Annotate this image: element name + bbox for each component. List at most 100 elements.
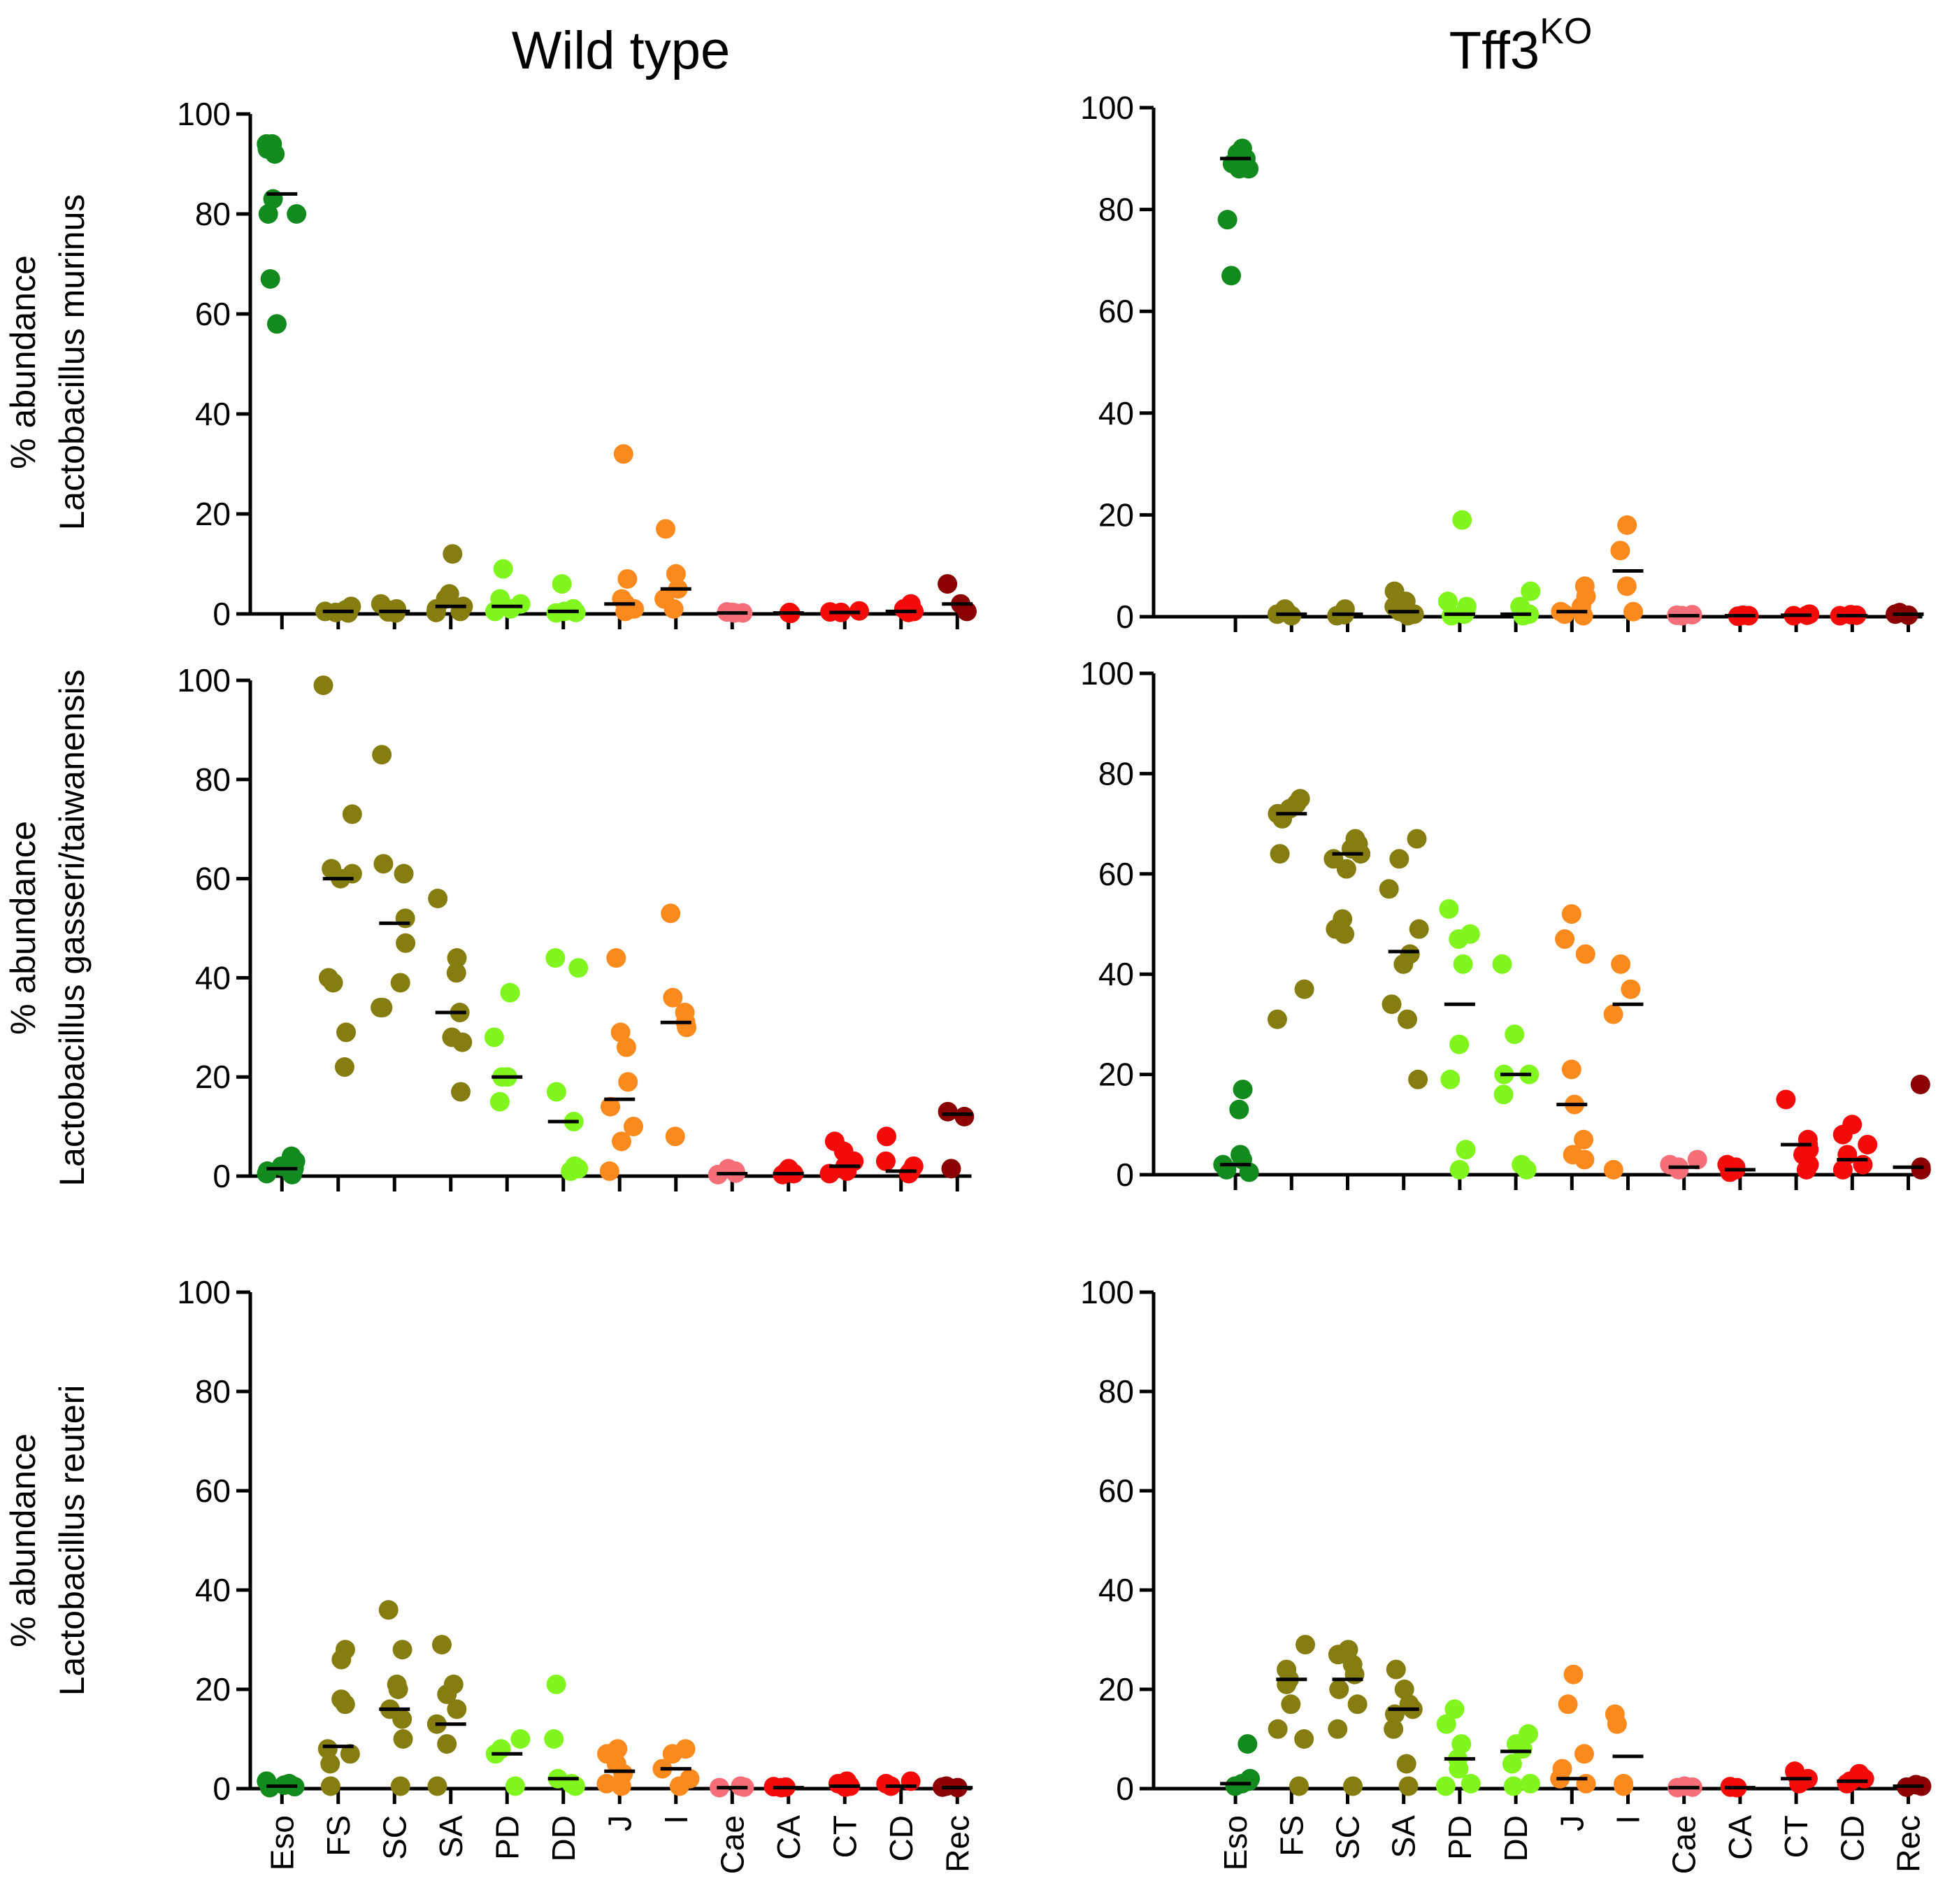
point-i: [1617, 515, 1637, 535]
point-pd: [505, 1776, 525, 1796]
point-i: [663, 599, 684, 619]
x-tick-label-eso: Eso: [1217, 1815, 1254, 1870]
title-tff3ko-base: Tff3: [1449, 21, 1540, 80]
x-tick-label-sa: SA: [433, 1815, 469, 1859]
point-ct: [1776, 1089, 1796, 1110]
x-tick-label-sc: SC: [376, 1815, 412, 1860]
point-j: [1555, 929, 1575, 950]
point-cd: [900, 1771, 921, 1791]
x-tick-label-j: J: [1553, 1815, 1590, 1831]
point-dd: [1512, 1739, 1533, 1759]
point-dd: [545, 948, 566, 968]
point-pd: [500, 982, 520, 1003]
point-sa: [452, 1032, 473, 1052]
y-tick-label: 20: [1098, 1057, 1134, 1093]
point-pd: [510, 1729, 531, 1749]
point-sc: [392, 1709, 412, 1729]
point-sc: [1328, 1719, 1348, 1739]
point-dd: [1505, 1024, 1525, 1045]
point-rec: [938, 574, 958, 594]
x-tick-label-dd: DD: [545, 1815, 582, 1861]
point-j: [1573, 606, 1593, 626]
y-tick-label: 60: [195, 861, 231, 897]
point-dd: [1503, 1776, 1523, 1796]
y-tick-label: 20: [195, 1059, 231, 1095]
y-tick-label: 0: [1116, 1770, 1134, 1807]
point-fs: [331, 1649, 352, 1670]
point-i: [1607, 1714, 1627, 1734]
point-i: [656, 519, 676, 539]
point-sa: [1398, 1009, 1418, 1029]
point-cae: [1687, 1150, 1707, 1170]
point-sa: [446, 963, 466, 983]
point-dd: [552, 574, 572, 594]
y-axis-label-line2: Lactobacillus gasseri/taiwanensis: [52, 669, 92, 1186]
x-tick-label-rec: Rec: [1890, 1815, 1927, 1873]
point-sc: [1336, 859, 1356, 879]
point-eso: [1233, 1080, 1253, 1100]
point-sa: [1408, 1069, 1428, 1089]
panel-wt-gasseri: 0 20 40 60 80 100 % abundance Lactobacillus gas…: [3, 662, 975, 1194]
point-ct: [837, 1161, 857, 1181]
x-tick-label-dd: DD: [1498, 1815, 1534, 1861]
y-tick-label: 80: [1098, 755, 1134, 792]
point-i: [677, 1017, 697, 1038]
point-j: [615, 601, 636, 622]
point-fs: [334, 1057, 354, 1078]
point-sc: [1329, 1680, 1349, 1699]
point-ct: [1789, 1773, 1809, 1794]
point-j: [618, 1072, 638, 1092]
point-j: [1563, 1664, 1584, 1684]
point-pd: [1449, 929, 1469, 950]
point-eso: [1225, 1776, 1245, 1796]
point-cae: [1669, 1159, 1689, 1180]
y-tick-label: 40: [195, 959, 231, 996]
point-i: [666, 564, 686, 584]
x-tick-label-cd: CD: [883, 1815, 919, 1861]
y-tick-label: 60: [195, 296, 231, 332]
point-j: [1561, 904, 1581, 924]
x-tick-label-cd: CD: [1834, 1815, 1870, 1861]
x-tick-label-ca: CA: [1722, 1815, 1758, 1860]
point-eso: [287, 204, 307, 224]
panel-wt-murinus: 0 20 40 60 80 100 % abundance Lactobacillus mur…: [3, 96, 977, 632]
point-rec: [1910, 1074, 1930, 1094]
point-dd: [1502, 1754, 1522, 1774]
point-i: [1603, 1159, 1623, 1180]
point-cd: [1832, 1124, 1853, 1145]
point-fs: [1294, 1729, 1314, 1749]
point-fs: [336, 1022, 357, 1043]
point-j: [616, 1037, 636, 1057]
y-tick-label: 0: [1116, 1157, 1134, 1193]
point-fs: [335, 1694, 355, 1715]
point-sa: [1379, 879, 1399, 899]
point-sc: [390, 973, 410, 993]
point-i: [662, 1744, 682, 1764]
point-i: [661, 903, 681, 924]
point-j: [1558, 1694, 1578, 1715]
point-sa: [1389, 849, 1409, 869]
point-sa: [1386, 1659, 1406, 1680]
point-sa: [450, 1082, 471, 1102]
y-tick-label: 80: [195, 761, 231, 798]
point-sc: [1335, 924, 1355, 944]
point-fs: [342, 804, 362, 824]
point-pd: [1436, 1714, 1456, 1734]
panel-ko-reuteri: 0 20 40 60 80 100 Eso FS SC SA PD DD J I Cae CA CT CD Rec: [1080, 1274, 1932, 1874]
point-rec: [956, 601, 977, 622]
point-sa: [431, 1635, 452, 1655]
panel-wt-reuteri: 0 20 40 60 80 100 Eso FS SC SA PD DD J I Cae CA CT CD Rec%…: [3, 1274, 975, 1874]
point-sc: [378, 1600, 399, 1620]
point-fs: [1281, 1694, 1301, 1715]
point-sa: [1384, 1719, 1404, 1739]
y-tick-label: 80: [195, 1373, 231, 1410]
point-fs: [1294, 979, 1314, 999]
point-fs: [323, 973, 343, 993]
point-pd: [1440, 1069, 1461, 1089]
point-j: [1554, 604, 1574, 624]
point-sc: [395, 908, 415, 929]
point-i: [1610, 541, 1630, 561]
y-tick-label: 40: [1098, 956, 1134, 992]
point-j: [1561, 1059, 1581, 1080]
point-pd: [501, 599, 521, 619]
